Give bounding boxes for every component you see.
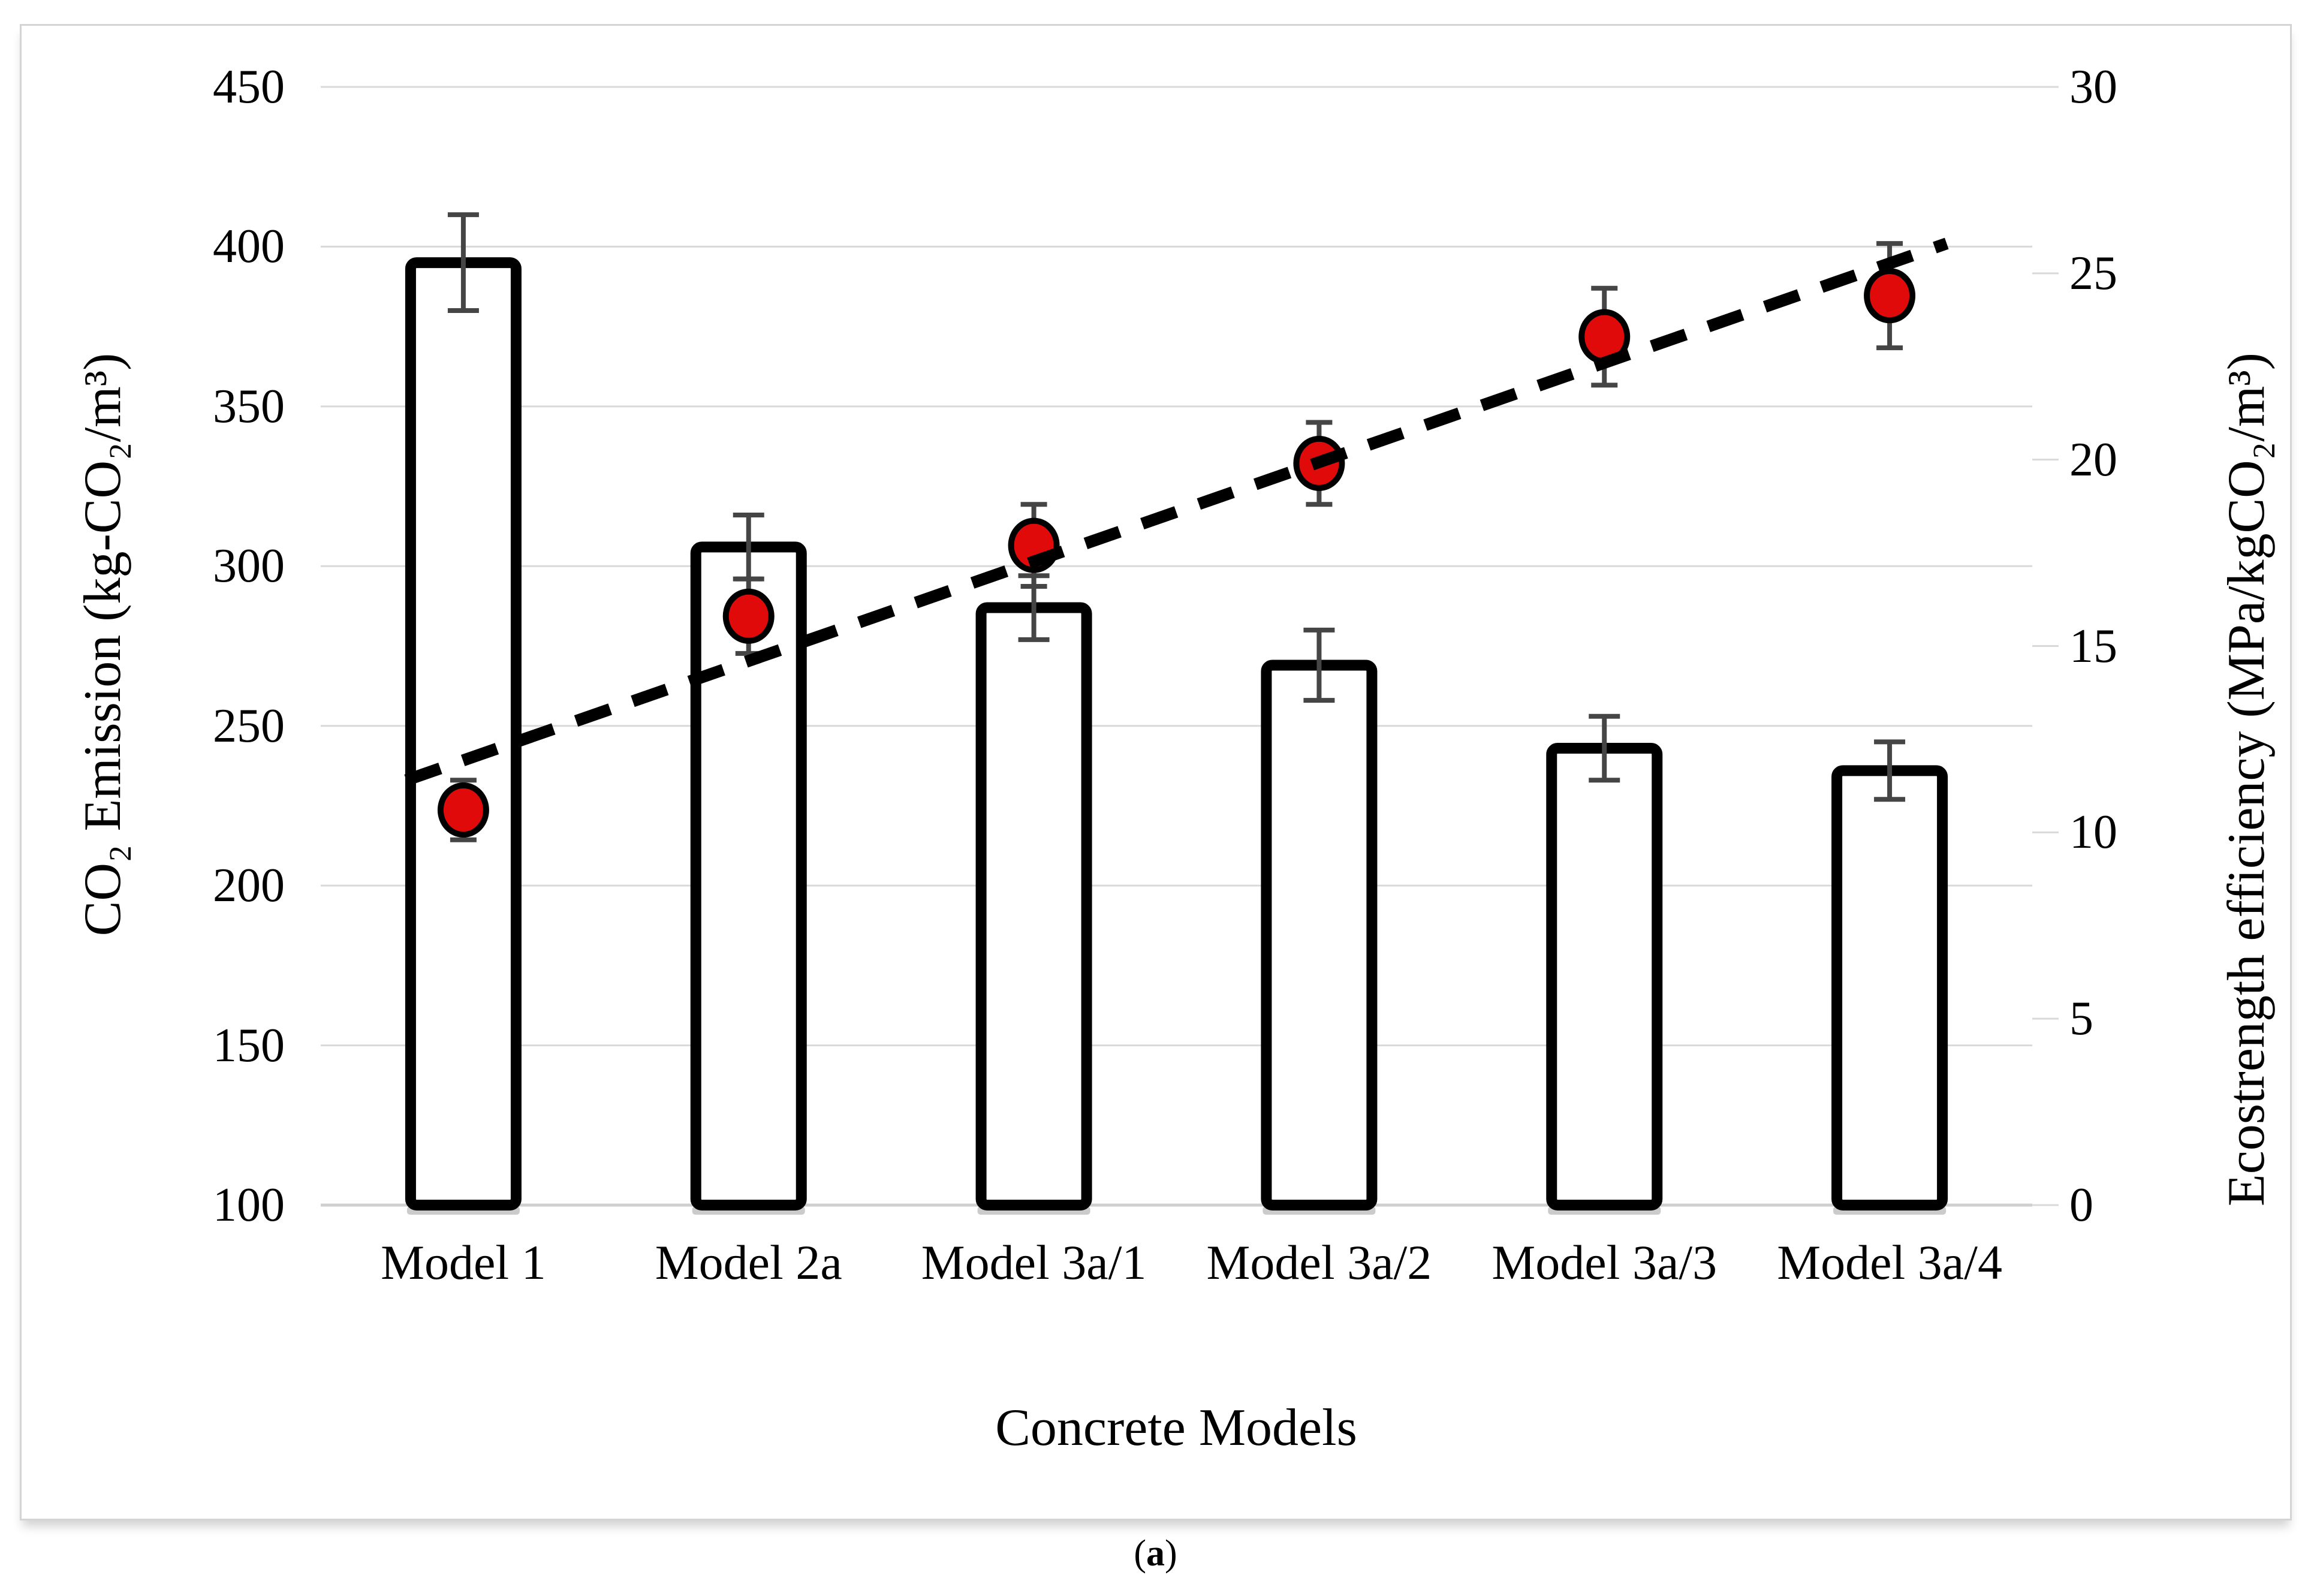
left-axis-tick-label: 200 — [213, 859, 285, 913]
bar-co2-emission — [1261, 660, 1378, 1210]
left-axis-tick-label: 150 — [213, 1019, 285, 1072]
bar-co2-emission — [405, 257, 522, 1211]
right-axis-tick-label: 30 — [2069, 61, 2117, 113]
right-axis-title: Ecostrength efficiency (MPa/kgCO₂/m³) — [2217, 353, 2276, 1206]
scatter-point-ecostrength — [437, 782, 489, 838]
x-category-label: Model 2a — [655, 1235, 842, 1290]
left-axis-tick-label: 100 — [213, 1179, 285, 1231]
bar-co2-emission — [1831, 765, 1948, 1211]
left-axis-tick-label: 250 — [213, 699, 285, 752]
right-axis-tick-label: 25 — [2069, 246, 2117, 300]
right-axis-tick-label: 15 — [2069, 619, 2117, 673]
x-category-label: Model 3a/1 — [921, 1235, 1147, 1290]
scatter-point-ecostrength — [1864, 268, 1916, 324]
right-axis-tick-label: 20 — [2069, 433, 2117, 486]
caption-open-paren: ( — [1134, 1533, 1146, 1574]
bar-co2-emission — [1546, 743, 1663, 1210]
left-axis-title: CO₂ Emission (kg-CO₂/m³) — [74, 353, 132, 936]
bar-co2-emission — [975, 602, 1092, 1210]
figure-caption: (a) — [0, 1532, 2311, 1574]
right-axis-tick-label: 10 — [2069, 806, 2117, 859]
x-category-label: Model 3a/2 — [1206, 1235, 1432, 1290]
x-category-label: Model 3a/4 — [1777, 1235, 2002, 1290]
caption-letter: a — [1146, 1533, 1165, 1574]
left-axis-tick-label: 400 — [213, 220, 285, 273]
left-axis-tick-label: 350 — [213, 380, 285, 433]
x-category-label: Model 1 — [381, 1235, 546, 1290]
left-axis-tick-label: 300 — [213, 540, 285, 593]
right-axis-tick-label: 0 — [2069, 1179, 2093, 1231]
left-axis-tick-label: 450 — [213, 61, 285, 113]
x-category-label: Model 3a/3 — [1492, 1235, 1718, 1290]
x-axis-title: Concrete Models — [995, 1399, 1357, 1457]
scatter-point-ecostrength — [722, 588, 775, 644]
right-axis-tick-label: 5 — [2069, 992, 2093, 1046]
caption-close-paren: ) — [1165, 1533, 1177, 1574]
trendline-dashed — [404, 237, 1949, 786]
